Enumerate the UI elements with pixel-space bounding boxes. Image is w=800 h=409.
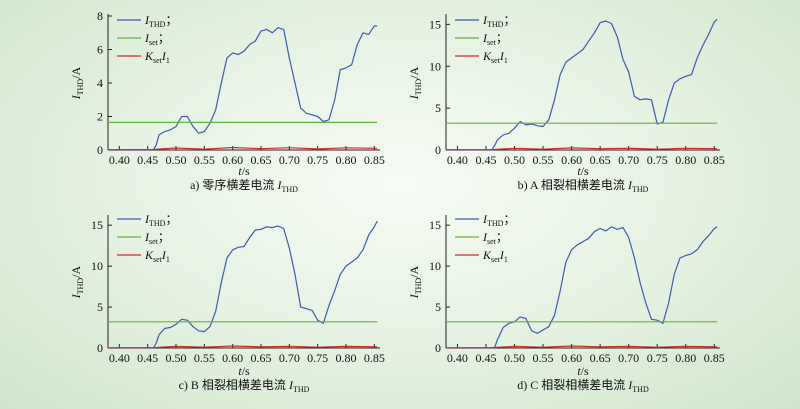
x-tick-label: 0.40 [109, 351, 130, 365]
chart-panel-2: 0 5 10 15 0.40 0.45 0.50 0.55 0.60 0.65 0.70 0.75 0.… [407, 13, 725, 194]
y-tick-label: 15 [91, 218, 103, 232]
x-tick-label: 0.45 [137, 351, 158, 365]
legend-label: KsetI1 [144, 248, 170, 264]
chart-caption: a) 零序横差电流 ITHD [190, 177, 298, 194]
y-tick-label: 5 [97, 300, 103, 314]
y-tick-label: 10 [91, 259, 103, 273]
x-tick-label: 0.40 [447, 351, 468, 365]
x-tick-label: 0.85 [364, 351, 385, 365]
y-tick-label: 6 [97, 43, 103, 57]
y-axis-label: ITHD/A [407, 66, 423, 100]
x-tick-label: 0.65 [590, 153, 611, 167]
legend-label: Iset； [482, 230, 508, 246]
y-axis-label: ITHD/A [407, 265, 423, 299]
x-tick-label: 0.65 [251, 351, 272, 365]
legend-label: KsetI1 [482, 49, 508, 65]
x-tick-label: 0.70 [279, 153, 300, 167]
x-tick-label: 0.40 [447, 153, 468, 167]
x-tick-label: 0.50 [166, 351, 187, 365]
x-tick-label: 0.70 [279, 351, 300, 365]
x-tick-label: 0.60 [222, 153, 243, 167]
y-tick-label: 0 [435, 341, 441, 355]
x-tick-label: 0.65 [251, 153, 272, 167]
x-tick-label: 0.80 [336, 153, 357, 167]
y-tick-label: 4 [97, 76, 103, 90]
x-axis-label: t/s [238, 164, 250, 178]
x-tick-label: 0.55 [533, 153, 554, 167]
x-tick-label: 0.75 [307, 351, 328, 365]
legend-label: Iset； [144, 31, 170, 47]
x-tick-label: 0.40 [109, 153, 130, 167]
x-tick-label: 0.70 [618, 153, 639, 167]
chart-panel-1: 0 2 4 6 8 0.40 0.45 0.50 0.55 0.60 0.65 0.70 0.75 0.8… [69, 9, 385, 194]
y-tick-label: 15 [429, 218, 441, 232]
y-tick-label: 2 [97, 110, 103, 124]
y-tick-label: 10 [429, 59, 441, 73]
y-tick-label: 0 [97, 341, 103, 355]
y-axis-label: ITHD/A [69, 66, 85, 100]
legend-label: Iset； [144, 230, 170, 246]
x-tick-label: 0.75 [307, 153, 328, 167]
legend-label: KsetI1 [482, 248, 508, 264]
legend-label: ITHD； [482, 212, 515, 228]
series-line-1 [108, 220, 378, 349]
x-tick-label: 0.80 [336, 351, 357, 365]
x-axis-label: t/s [238, 364, 250, 378]
x-tick-label: 0.50 [504, 153, 525, 167]
x-tick-label: 0.50 [504, 351, 525, 365]
x-tick-label: 0.85 [704, 153, 725, 167]
series-line-3 [107, 146, 378, 151]
y-tick-label: 0 [435, 143, 441, 157]
x-tick-label: 0.60 [561, 351, 582, 365]
x-tick-label: 0.45 [137, 153, 158, 167]
x-tick-label: 0.85 [704, 351, 725, 365]
x-tick-label: 0.55 [194, 153, 215, 167]
legend-label: Iset； [482, 31, 508, 47]
y-tick-label: 5 [435, 300, 441, 314]
series-line-1 [446, 18, 718, 151]
x-tick-label: 0.45 [475, 351, 496, 365]
y-tick-label: 15 [429, 17, 441, 31]
legend-label: ITHD； [482, 13, 515, 29]
x-tick-label: 0.75 [647, 153, 668, 167]
x-tick-label: 0.80 [675, 153, 696, 167]
series-line-1 [446, 226, 718, 349]
x-tick-label: 0.65 [590, 351, 611, 365]
chart-panel-4: 0 5 10 15 0.40 0.45 0.50 0.55 0.60 0.65 0.70 0.75 0.… [407, 212, 725, 394]
series-line-3 [445, 147, 718, 151]
x-tick-label: 0.60 [222, 351, 243, 365]
series-line-1 [108, 25, 378, 151]
chart-caption: c) B 相裂相横差电流 ITHD [179, 378, 310, 394]
legend-label: ITHD； [144, 13, 177, 29]
legend-label: ITHD； [144, 212, 177, 228]
y-tick-label: 10 [429, 259, 441, 273]
y-axis-label: ITHD/A [69, 265, 85, 299]
x-tick-label: 0.50 [166, 153, 187, 167]
series-line-3 [445, 345, 718, 349]
chart-caption: d) C 相裂相横差电流 ITHD [517, 378, 649, 394]
x-axis-label: t/s [577, 164, 589, 178]
x-tick-label: 0.55 [533, 351, 554, 365]
x-axis-label: t/s [577, 364, 589, 378]
x-tick-label: 0.55 [194, 351, 215, 365]
chart-panel-3: 0 5 10 15 0.40 0.45 0.50 0.55 0.60 0.65 0.70 0.75 0.… [69, 212, 385, 394]
x-tick-label: 0.45 [475, 153, 496, 167]
y-tick-label: 5 [435, 101, 441, 115]
series-line-3 [107, 345, 378, 349]
y-tick-label: 8 [97, 9, 103, 23]
x-tick-label: 0.75 [647, 351, 668, 365]
y-tick-label: 0 [97, 143, 103, 157]
x-tick-label: 0.80 [675, 351, 696, 365]
x-tick-label: 0.60 [561, 153, 582, 167]
legend-label: KsetI1 [144, 49, 170, 65]
x-tick-label: 0.70 [618, 351, 639, 365]
x-tick-label: 0.85 [364, 153, 385, 167]
chart-caption: b) A 相裂相横差电流 ITHD [518, 178, 649, 194]
